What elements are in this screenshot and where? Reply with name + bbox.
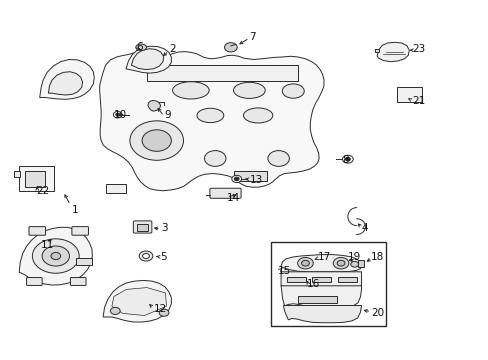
Text: 18: 18 <box>370 252 384 262</box>
Circle shape <box>336 260 344 266</box>
Circle shape <box>148 295 165 308</box>
Circle shape <box>130 121 183 160</box>
Text: 10: 10 <box>114 111 127 121</box>
Polygon shape <box>48 72 82 95</box>
Circle shape <box>113 112 122 118</box>
Circle shape <box>224 42 237 52</box>
FancyBboxPatch shape <box>209 188 241 198</box>
Ellipse shape <box>172 82 209 99</box>
Text: 8: 8 <box>341 155 348 165</box>
Text: 16: 16 <box>306 279 320 289</box>
Bar <box>396 87 421 102</box>
Text: 3: 3 <box>161 224 168 233</box>
Bar <box>137 224 148 231</box>
Circle shape <box>110 307 120 315</box>
Ellipse shape <box>282 84 304 98</box>
Text: 19: 19 <box>347 252 360 262</box>
Bar <box>286 277 306 282</box>
Bar <box>105 184 126 193</box>
Text: 6: 6 <box>136 42 142 52</box>
Bar <box>374 49 378 51</box>
Polygon shape <box>40 59 94 99</box>
Ellipse shape <box>243 108 272 123</box>
Circle shape <box>159 309 168 316</box>
Text: 4: 4 <box>361 224 367 233</box>
FancyBboxPatch shape <box>133 221 152 233</box>
Circle shape <box>204 150 225 166</box>
Text: 11: 11 <box>41 239 54 249</box>
Polygon shape <box>126 46 171 73</box>
Circle shape <box>301 260 309 266</box>
Circle shape <box>142 130 171 151</box>
Ellipse shape <box>197 108 224 123</box>
Polygon shape <box>112 288 166 316</box>
Polygon shape <box>281 255 361 272</box>
Bar <box>25 171 44 187</box>
Bar <box>19 166 54 192</box>
FancyBboxPatch shape <box>29 226 45 235</box>
Bar <box>357 260 364 267</box>
Bar <box>271 242 385 326</box>
Bar <box>76 258 92 265</box>
Bar <box>14 171 20 177</box>
FancyBboxPatch shape <box>26 278 42 285</box>
Polygon shape <box>281 286 361 309</box>
Circle shape <box>332 257 348 269</box>
Circle shape <box>234 177 239 181</box>
Circle shape <box>267 150 289 166</box>
Polygon shape <box>148 100 160 111</box>
Polygon shape <box>376 42 408 62</box>
Polygon shape <box>131 49 163 69</box>
Polygon shape <box>283 306 361 323</box>
Text: 15: 15 <box>277 266 290 276</box>
Text: 9: 9 <box>163 111 170 121</box>
Text: 12: 12 <box>154 304 167 314</box>
Circle shape <box>231 175 241 183</box>
Text: 1: 1 <box>71 206 78 216</box>
Circle shape <box>345 157 349 161</box>
Text: 14: 14 <box>226 193 239 203</box>
Circle shape <box>139 251 153 261</box>
Text: 22: 22 <box>36 186 49 196</box>
Circle shape <box>142 253 149 258</box>
Polygon shape <box>100 51 324 191</box>
Text: 21: 21 <box>412 96 425 106</box>
Circle shape <box>51 252 61 260</box>
FancyBboxPatch shape <box>70 278 86 285</box>
FancyBboxPatch shape <box>72 226 88 235</box>
Circle shape <box>350 261 358 267</box>
Circle shape <box>297 257 313 269</box>
Ellipse shape <box>233 82 264 98</box>
Bar <box>233 171 266 181</box>
Bar <box>298 296 336 303</box>
Polygon shape <box>19 227 92 285</box>
Text: 7: 7 <box>249 32 256 41</box>
Text: 2: 2 <box>168 44 175 54</box>
Ellipse shape <box>136 44 146 50</box>
Circle shape <box>342 155 352 163</box>
Text: 23: 23 <box>412 44 425 54</box>
Polygon shape <box>103 280 171 322</box>
Polygon shape <box>281 272 361 289</box>
Circle shape <box>42 246 69 266</box>
Circle shape <box>32 239 79 273</box>
Bar <box>337 277 356 282</box>
Text: 20: 20 <box>370 308 384 318</box>
Circle shape <box>116 113 120 116</box>
Circle shape <box>114 293 136 309</box>
Text: 5: 5 <box>160 252 166 262</box>
Bar <box>311 277 330 282</box>
Bar <box>147 65 298 81</box>
Text: 17: 17 <box>317 252 330 262</box>
Text: 13: 13 <box>249 175 262 185</box>
